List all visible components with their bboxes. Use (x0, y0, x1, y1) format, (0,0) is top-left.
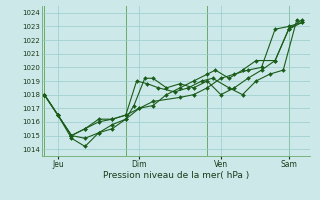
X-axis label: Pression niveau de la mer( hPa ): Pression niveau de la mer( hPa ) (103, 171, 249, 180)
